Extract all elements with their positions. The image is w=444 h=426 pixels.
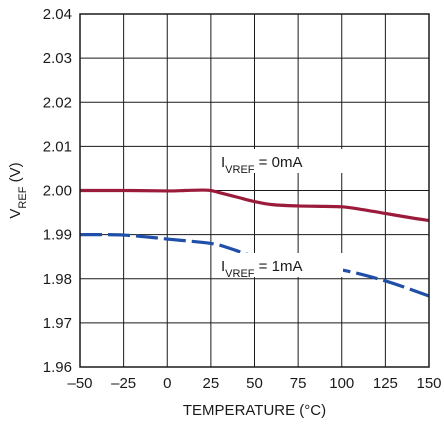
x-tick-labels: –50 –25 0 25 50 75 100 125 150 — [67, 375, 441, 392]
series-line-1 — [79, 232, 430, 298]
x-tick-label: 125 — [373, 375, 398, 392]
y-tick-label: 2.00 — [43, 183, 72, 200]
y-tick-label: 2.02 — [43, 94, 72, 111]
y-axis-label-unit: (V) — [7, 162, 24, 186]
series-line-0 — [79, 188, 430, 223]
series-label-0: IVREF = 0mA — [221, 154, 302, 176]
y-tick-label: 1.96 — [43, 359, 72, 376]
y-axis-label-sub: REF — [17, 186, 29, 208]
series-label-sub: VREF — [225, 268, 255, 280]
series-label-sub: VREF — [225, 164, 255, 176]
y-tick-labels: 1.96 1.97 1.98 1.99 2.00 2.01 2.02 2.03 2.04 — [43, 6, 72, 376]
y-tick-label: 2.04 — [43, 6, 72, 23]
series-label-main: I — [221, 258, 225, 275]
y-tick-label: 2.03 — [43, 50, 72, 67]
x-tick-label: 25 — [203, 375, 220, 392]
series-label-rest: = 0mA — [255, 154, 303, 171]
x-tick-label: 150 — [416, 375, 441, 392]
series-label-main: I — [221, 154, 225, 171]
x-tick-label: 100 — [329, 375, 354, 392]
series-label-bg — [215, 149, 343, 173]
y-tick-label: 1.99 — [43, 227, 72, 244]
y-axis-label-main: V — [7, 209, 24, 219]
series-label-bg — [215, 253, 343, 277]
x-tick-label: –25 — [111, 375, 136, 392]
plot-frame — [79, 13, 430, 368]
series-layer — [79, 188, 430, 298]
y-tick-label: 1.98 — [43, 271, 72, 288]
y-tick-label: 2.01 — [43, 138, 72, 155]
series-label-1: IVREF = 1mA — [221, 258, 302, 280]
x-axis-label: TEMPERATURE (°C) — [183, 402, 326, 419]
y-tick-label: 1.97 — [43, 315, 72, 332]
series-label-rest: = 1mA — [255, 258, 303, 275]
x-tick-label: 50 — [246, 375, 263, 392]
x-tick-label: 75 — [290, 375, 307, 392]
x-tick-label: 0 — [163, 375, 171, 392]
x-tick-label: –50 — [67, 375, 92, 392]
y-axis-label: VREF (V) — [7, 162, 29, 218]
